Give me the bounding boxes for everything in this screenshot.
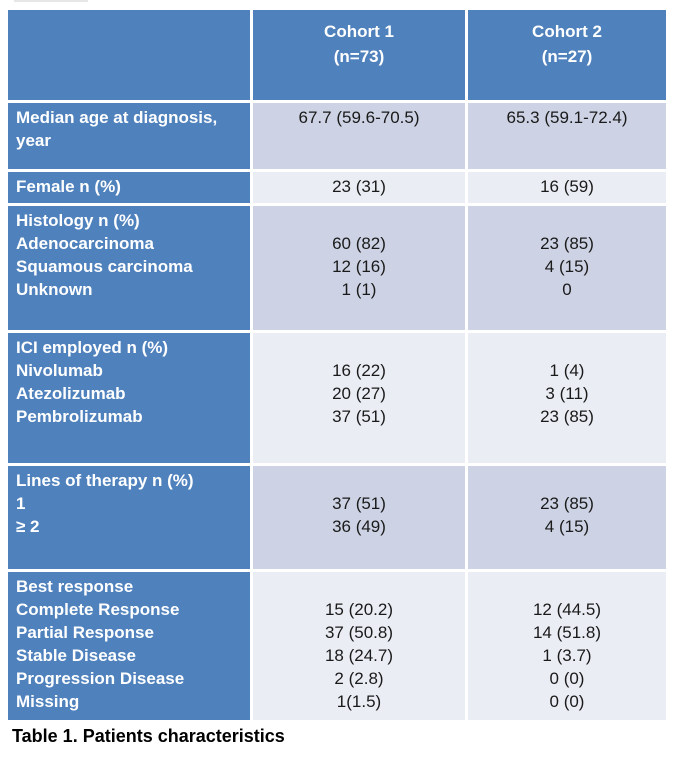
- cohort2-header-cell: Cohort 2 (n=27): [468, 10, 666, 100]
- best-response-cohort1-values: 15 (20.2) 37 (50.8) 18 (24.7) 2 (2.8) 1(…: [253, 572, 465, 720]
- table-caption: Table 1. Patients characteristics: [12, 726, 285, 746]
- corner-header-cell: [8, 10, 250, 100]
- row-label-lines-of-therapy: Lines of therapy n (%) 1 ≥ 2: [8, 466, 250, 569]
- patients-table: Cohort 1 (n=73) Cohort 2 (n=27) Median a…: [8, 10, 666, 720]
- crop-artifact-line: [14, 0, 88, 2]
- row-label-histology: Histology n (%) Adenocarcinoma Squamous …: [8, 206, 250, 330]
- ici-cohort1-values: 16 (22) 20 (27) 37 (51): [253, 333, 465, 463]
- female-cohort2-value: 16 (59): [468, 172, 666, 203]
- histology-cohort1-values: 60 (82) 12 (16) 1 (1): [253, 206, 465, 330]
- row-label-best-response: Best response Complete Response Partial …: [8, 572, 250, 720]
- ici-cohort2-values: 1 (4) 3 (11) 23 (85): [468, 333, 666, 463]
- female-cohort1-value: 23 (31): [253, 172, 465, 203]
- row-label-median-age: Median age at diagnosis, year: [8, 103, 250, 169]
- row-label-female: Female n (%): [8, 172, 250, 203]
- lines-cohort2-values: 23 (85) 4 (15): [468, 466, 666, 569]
- row-label-ici-employed: ICI employed n (%) Nivolumab Atezolizuma…: [8, 333, 250, 463]
- histology-cohort2-values: 23 (85) 4 (15) 0: [468, 206, 666, 330]
- median-age-cohort2-value: 65.3 (59.1-72.4): [468, 103, 666, 169]
- cohort1-header-cell: Cohort 1 (n=73): [253, 10, 465, 100]
- best-response-cohort2-values: 12 (44.5) 14 (51.8) 1 (3.7) 0 (0) 0 (0): [468, 572, 666, 720]
- lines-cohort1-values: 37 (51) 36 (49): [253, 466, 465, 569]
- median-age-cohort1-value: 67.7 (59.6-70.5): [253, 103, 465, 169]
